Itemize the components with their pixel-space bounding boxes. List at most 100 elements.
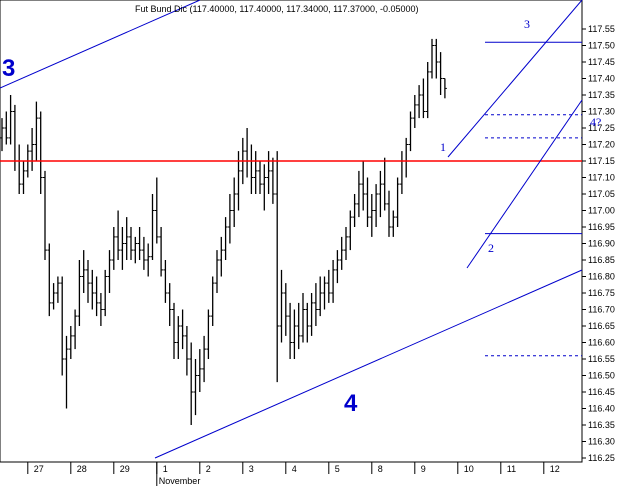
ohlc-bar [305, 302, 310, 343]
y-tick-label: 117.05 [588, 189, 615, 199]
x-tick-label: 28 [77, 464, 87, 474]
x-tick-label: 8 [378, 464, 383, 474]
y-tick-label: 117.40 [588, 74, 615, 84]
ohlc-bar [215, 250, 219, 293]
ohlc-bar [141, 236, 146, 270]
ohlc-bar [391, 210, 396, 237]
y-tick-label: 117.20 [588, 140, 615, 150]
ohlc-bar [288, 302, 293, 359]
ohlc-bar [90, 269, 95, 310]
ohlc-bar [202, 335, 207, 383]
y-tick-label: 116.75 [588, 288, 615, 298]
ohlc-bar [262, 164, 267, 211]
y-tick-label: 117.50 [588, 41, 615, 51]
ohlc-bar [167, 283, 172, 326]
wave-1-label: 1 [440, 140, 446, 154]
x-tick-label: 5 [335, 464, 340, 474]
ohlc-bar [430, 38, 434, 79]
ohlc-bar [318, 276, 323, 317]
ohlc-bar [86, 260, 90, 303]
ohlc-bar [283, 283, 288, 336]
ohlc-bar [206, 309, 211, 359]
ohlc-bar [116, 210, 121, 260]
y-tick-label: 116.45 [588, 387, 615, 397]
ohlc-bar [150, 194, 155, 260]
ohlc-bar [313, 283, 318, 326]
ohlc-bar [434, 38, 439, 79]
ohlc-bar [176, 316, 181, 359]
ohlc-bar [322, 276, 327, 310]
x-tick-label: 11 [507, 464, 516, 474]
ohlc-bar [180, 309, 185, 350]
y-axis: 116.25 116.30 116.35 116.40 116.45 116.50 116.… [582, 24, 615, 463]
ohlc-bar [326, 269, 331, 303]
ohlc-bar [21, 161, 26, 194]
ohlc-bar [421, 78, 426, 119]
ohlc-bar [43, 170, 47, 260]
ohlc-bar [279, 269, 284, 343]
y-tick-label: 117.10 [588, 173, 615, 183]
channel-lower [466, 99, 583, 269]
y-tick-label: 117.30 [588, 107, 615, 117]
ohlc-bar [395, 177, 400, 227]
wave-4-question-label: 4? [590, 115, 601, 129]
ohlc-bar [348, 210, 353, 251]
ohlc-bar [107, 250, 112, 293]
ohlc-bar [81, 250, 86, 293]
y-tick-label: 116.55 [588, 354, 615, 364]
ohlc-bar [197, 349, 202, 392]
y-tick-label: 117.00 [588, 206, 615, 216]
y-tick-label: 116.95 [588, 222, 615, 232]
ohlc-bar [64, 335, 69, 409]
ohlc-bar [266, 151, 271, 194]
ohlc-bar [137, 227, 142, 260]
ohlc-bar [258, 161, 262, 194]
y-tick-label: 117.45 [588, 57, 615, 67]
ohlc-bar [124, 217, 129, 260]
ohlc-bar [219, 236, 224, 277]
ohlc-bar [98, 293, 103, 326]
ohlc-bar [387, 190, 391, 237]
x-month-label: November [159, 476, 201, 486]
ohlc-bar [154, 177, 159, 244]
upper-trendline [0, 0, 201, 89]
ohlc-bar [369, 194, 374, 237]
ohlc-bar [184, 326, 189, 376]
ohlc-bar [55, 276, 60, 303]
ohlc-bar [442, 78, 447, 99]
ohlc-bar [408, 111, 413, 152]
plot-border [0, 0, 583, 463]
ohlc-bar [30, 128, 35, 171]
ohlc-bar [193, 359, 198, 416]
y-tick-label: 116.25 [588, 453, 615, 463]
chart-title: Fut Bund Dic (117.40000, 117.40000, 117.… [135, 4, 419, 14]
lower-trendline [154, 269, 583, 459]
ohlc-bar [120, 227, 125, 270]
ohlc-bar [245, 128, 250, 178]
ohlc-bar [378, 170, 383, 218]
ohlc-bar [404, 137, 409, 178]
y-tick-label: 116.85 [588, 255, 615, 265]
ohlc-bar [412, 95, 417, 128]
ohlc-bar [133, 236, 138, 264]
wave-4-label: 4 [344, 390, 358, 417]
ohlc-bar [309, 293, 314, 336]
ohlc-bar [232, 177, 237, 227]
ohlc-bar [163, 260, 168, 303]
ohlc-bar [68, 326, 73, 359]
ohlc-bar [275, 151, 280, 383]
annotation-lines [0, 0, 583, 459]
ohlc-bar [227, 194, 232, 244]
ohlc-bar [8, 95, 13, 145]
ohlc-bar [103, 269, 108, 317]
ohlc-bar [17, 144, 22, 194]
ohlc-bar [296, 302, 301, 350]
ohlc-bar [361, 161, 366, 211]
ohlc-bar [94, 276, 99, 317]
ohlc-bar [34, 101, 39, 161]
x-tick-label: 12 [550, 464, 560, 474]
ohlc-bar [344, 227, 348, 260]
ohlc-bar [301, 293, 305, 343]
y-tick-label: 116.60 [588, 338, 615, 348]
